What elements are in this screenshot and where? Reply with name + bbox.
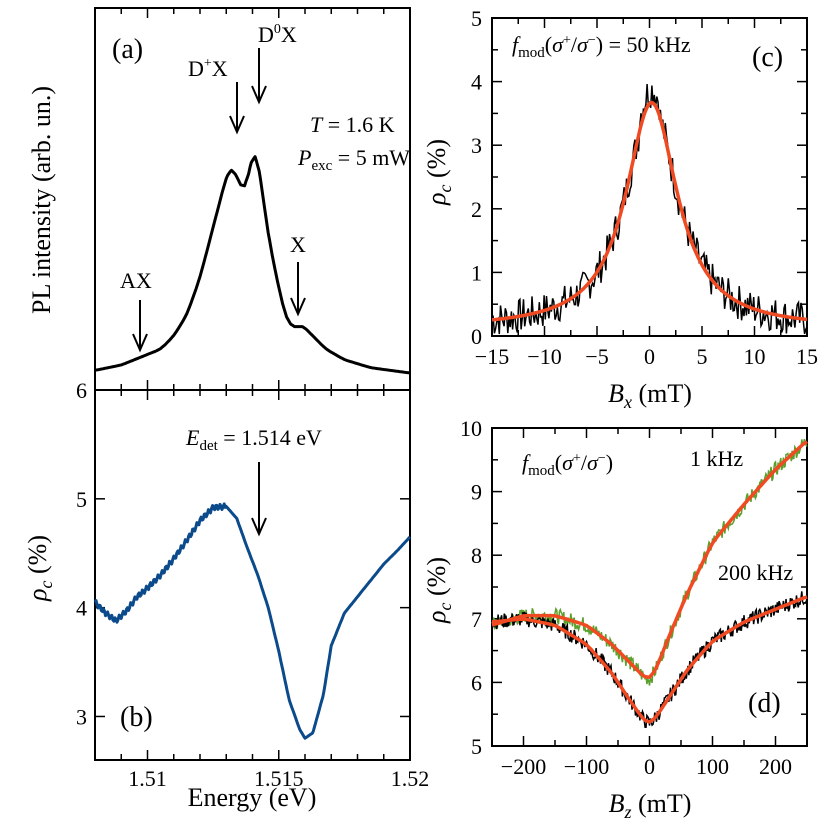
peak-label-d0x: D0X xyxy=(258,22,297,47)
panel-a-frame xyxy=(94,7,411,391)
panel-c-x-tick-label: −10 xyxy=(527,344,561,369)
panel-b-y-tick-label: 5 xyxy=(76,487,87,512)
panel-b-y-tick-label: 3 xyxy=(76,704,87,729)
panel-c-y-tick-label: 1 xyxy=(471,260,482,285)
panel-b-x-tick-label: 1.52 xyxy=(391,766,430,791)
arrow-d0x xyxy=(251,48,267,105)
panel-c-xlabel: Bx (mT) xyxy=(608,379,692,412)
panel-d-y-tick-label: 7 xyxy=(471,607,482,632)
peak-label-dplusx: D+X xyxy=(188,56,228,81)
bx-data-line xyxy=(491,84,808,335)
edet-label: Edet = 1.514 eV xyxy=(185,425,322,454)
panel-d-x-tick-label: 200 xyxy=(759,754,792,779)
panel-d-y-tick-label: 6 xyxy=(471,670,482,695)
panel-b-x-tick-label: 1.515 xyxy=(254,766,304,791)
arrow-edet xyxy=(251,462,267,537)
panel-c-y-tick-label: 0 xyxy=(471,324,482,349)
panel-d-y-tick-label: 10 xyxy=(460,416,482,441)
panel-d-ticks: 5 6 7 8 9 10 −200 −100 0 100 200 xyxy=(460,416,808,779)
arrow-x xyxy=(290,262,306,317)
pl-spectrum-line xyxy=(94,155,411,375)
panel-c-x-tick-label: 0 xyxy=(644,344,655,369)
panel-c-x-tick-label: 5 xyxy=(697,344,708,369)
1khz-fit-line xyxy=(491,440,809,679)
bx-fit-line xyxy=(491,100,808,322)
panel-c-y-tick-label: 2 xyxy=(471,197,482,222)
panel-d-xlabel: Bz (mT) xyxy=(609,789,692,822)
series-label-1khz: 1 kHz xyxy=(690,446,743,471)
panel-d-ylabel: ρc (%) xyxy=(422,557,455,624)
panel-d-label: (d) xyxy=(748,688,781,719)
panel-d-y-tick-label: 8 xyxy=(471,543,482,568)
panel-c-ticks: 0 1 2 3 4 5 −15 −10 −5 0 5 10 15 xyxy=(471,6,818,369)
panel-c-x-tick-label: −5 xyxy=(585,344,608,369)
panel-c-ylabel: ρc (%) xyxy=(422,139,455,206)
panel-c-annotation: fmod(σ+/σ−) = 50 kHz xyxy=(512,32,691,61)
rho-vs-energy-line xyxy=(93,502,412,740)
power-label: Pexc = 5 mW xyxy=(297,145,410,174)
panel-a-label: (a) xyxy=(112,34,143,65)
peak-label-x: X xyxy=(290,232,306,257)
panel-b-y-tick-label: 6 xyxy=(76,378,87,403)
panel-c-y-tick-label: 5 xyxy=(471,6,482,31)
panel-a-pl-spectrum: (a) PL intensity (arb. un.) T = 1.6 K Pe… xyxy=(27,7,411,391)
temperature-label: T = 1.6 K xyxy=(310,112,395,137)
panel-d-x-tick-label: 100 xyxy=(696,754,729,779)
arrow-dplusx xyxy=(229,82,245,135)
panel-d-x-tick-label: −200 xyxy=(501,754,546,779)
panel-d-rho-vs-bz: (d) ρc (%) Bz (mT) fmod(σ+/σ−) 1 kHz 200… xyxy=(422,416,809,822)
panel-b-ylabel: ρc (%) xyxy=(23,535,56,602)
200khz-fit-line xyxy=(491,595,808,724)
panel-d-x-tick-label: −100 xyxy=(564,754,609,779)
panel-b-rho-vs-energy: (b) ρc (%) Energy (eV) Edet = 1.514 eV 3… xyxy=(23,378,429,812)
panel-b-y-tick-label: 4 xyxy=(76,596,87,621)
panel-d-y-tick-label: 5 xyxy=(471,734,482,759)
arrow-ax xyxy=(132,300,148,353)
panel-b-x-tick-label: 1.51 xyxy=(128,766,167,791)
panel-b-xlabel: Energy (eV) xyxy=(188,783,317,812)
panel-c-x-tick-label: 15 xyxy=(796,344,818,369)
peak-label-ax: AX xyxy=(120,268,152,293)
panel-c-y-tick-label: 4 xyxy=(471,70,482,95)
panel-c-x-tick-label: −15 xyxy=(475,344,509,369)
panel-c-label: (c) xyxy=(752,42,783,73)
panel-b-ticks: 3 4 5 6 1.51 1.515 1.52 xyxy=(76,378,429,791)
panel-d-x-tick-label: 0 xyxy=(644,754,655,779)
panel-a-ylabel: PL intensity (arb. un.) xyxy=(27,86,56,314)
panel-d-annotation: fmod(σ+/σ−) xyxy=(522,450,613,479)
series-label-200khz: 200 kHz xyxy=(718,560,793,585)
panel-c-rho-vs-bx: (c) ρc (%) Bx (mT) fmod(σ+/σ−) = 50 kHz … xyxy=(422,6,818,412)
panel-d-y-tick-label: 9 xyxy=(471,480,482,505)
panel-c-x-tick-label: 10 xyxy=(744,344,766,369)
panel-b-label: (b) xyxy=(120,702,153,733)
panel-c-y-tick-label: 3 xyxy=(471,133,482,158)
panel-a-ticks xyxy=(120,8,385,390)
